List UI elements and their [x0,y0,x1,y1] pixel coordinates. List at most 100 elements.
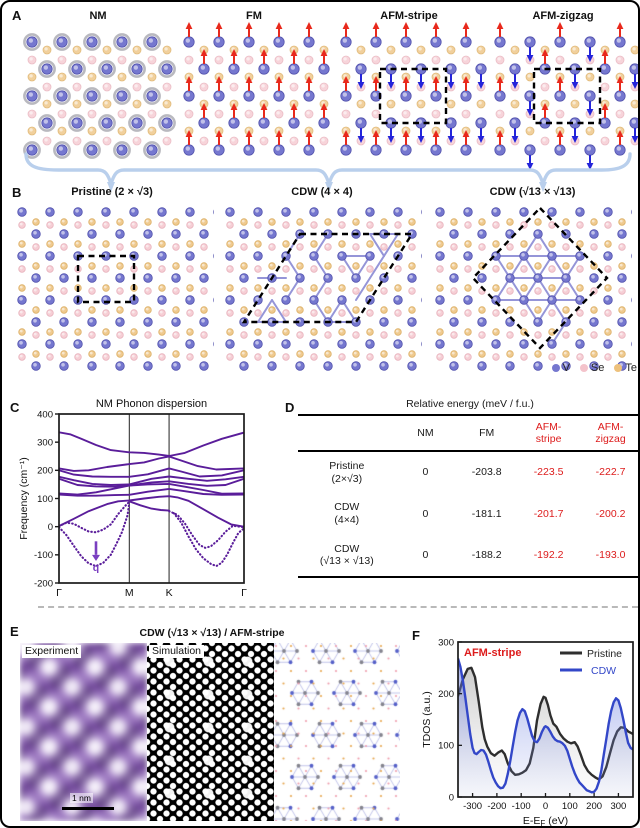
row-label: CDW (√13 × √13) [319,542,374,568]
svg-text:-100: -100 [512,801,531,812]
svg-text:300: 300 [610,801,626,812]
energy-value: -223.5 [533,466,564,479]
energy-value: -181.1 [471,507,502,520]
column-header: AFM-zigzag [595,421,626,446]
phonon-ylabel: Frequency (cm⁻¹) [18,457,30,540]
panel-a-label: A [12,8,22,23]
lattice-afm-zigzag [494,22,638,170]
svg-text:-100: -100 [34,550,53,561]
energy-value: -188.2 [471,548,502,561]
experiment-label: Experiment [22,645,82,659]
legend-cdw: CDW [591,665,616,677]
q-annotation: q [93,562,99,574]
energy-value: -200.2 [595,507,626,520]
column-header: AFM-stripe [535,421,562,446]
phonon-band [59,455,244,472]
tdos-ylabel: TDOS (a.u.) [421,691,433,748]
svg-text:Γ: Γ [241,587,247,599]
svg-text:100: 100 [562,801,578,812]
phonon-band [59,500,131,534]
lattice-pristine [17,207,214,371]
stm-experiment-image: Experiment 1 nm [20,643,147,821]
legend-pristine: Pristine [587,648,622,660]
panel-b-label: B [12,185,22,200]
v-atom-icon [551,364,560,372]
scalebar [62,807,114,810]
svg-text:-300: -300 [463,801,482,812]
phonon-band [59,475,244,486]
energy-value: 0 [422,548,429,561]
svg-text:100: 100 [37,494,53,505]
panel-d-label: D [285,400,295,415]
energy-value: -193.0 [595,548,626,561]
simulation-texture [147,643,274,821]
grouping-brace [24,152,632,192]
afm-stripe-annotation: AFM-stripe [464,647,521,659]
panel-a-title-afm-stripe: AFM-stripe [380,10,438,22]
simulation-label: Simulation [149,645,205,659]
panel-a-title-nm: NM [89,10,107,22]
svg-text:300: 300 [438,637,454,648]
svg-text:K: K [166,587,173,599]
table-row: CDW (4×4) 0 -181.1 -201.7 -200.2 [298,493,638,534]
lattice-nm [23,33,176,159]
te-atom-icon [614,364,623,372]
column-header: FM [479,427,495,440]
energy-table: NM FM AFM-stripe AFM-zigzag Pristine (2×√3) 0… [298,414,638,578]
panel-a-title-afm-zigzag: AFM-zigzag [532,10,594,22]
svg-text:300: 300 [37,438,53,449]
cdw-curve [458,658,633,794]
phonon-band [59,495,244,528]
table-row: Pristine (2×√3) 0 -203.8 -223.5 -222.7 [298,451,638,493]
panel-b-title-pristine: Pristine (2 × √3) [71,186,153,198]
svg-text:M: M [125,587,134,599]
lattice-afm-stripe [340,22,487,156]
panel-e-label: E [10,624,19,639]
svg-text:100: 100 [438,741,454,752]
stm-texture [20,643,147,821]
phonon-band [59,477,244,488]
svg-text:200: 200 [586,801,602,812]
structure-model-canvas [274,643,400,821]
svg-text:0: 0 [543,801,548,812]
panel-c-label: C [10,400,20,415]
energy-value: -222.7 [595,466,626,479]
section-divider [38,606,638,608]
row-label: Pristine (2×√3) [329,460,365,485]
row-label: CDW (4×4) [334,501,360,526]
energy-value: -201.7 [533,507,564,520]
phonon-band [168,510,244,549]
table-title: Relative energy (meV / f.u.) [406,398,534,410]
lattice-cdw-root13 [435,206,632,371]
phonon-band [59,501,131,568]
svg-text:0: 0 [449,792,454,803]
phonon-dispersion-chart: NM Phonon dispersion 400 300 200 100 0 -100 -20… [18,398,247,599]
phonon-band [128,500,171,512]
phonon-band [59,487,244,497]
tdos-xlabel: E-EF (eV) [523,815,568,828]
panel-f-label: F [412,628,420,643]
phonon-band [172,512,244,568]
panel-e-title: CDW (√13 × √13) / AFM-stripe [139,627,285,639]
legend-se: Se [579,362,605,374]
energy-value: -192.2 [533,548,564,561]
phonon-band [59,482,244,496]
panel-a-title-fm: FM [246,10,262,22]
se-atom-icon [579,364,588,372]
tdos-chart: -300 -200 -100 0 100 200 300 0 100 200 300 AFM-stri… [421,637,634,828]
svg-text:-200: -200 [487,801,506,812]
svg-text:0: 0 [48,522,53,533]
structure-model-image [274,643,400,821]
phonon-band [59,467,244,478]
energy-value: 0 [422,466,429,479]
svg-text:400: 400 [37,409,53,420]
atom-legend: V Se Te [507,362,637,374]
legend-se-label: Se [590,362,605,374]
panel-b-title-cdw44: CDW (4 × 4) [291,186,353,198]
panel-b-title-cdw13: CDW (√13 × √13) [489,186,576,198]
legend-v: V [551,362,570,374]
svg-text:200: 200 [37,466,53,477]
energy-value: -203.8 [471,466,502,479]
energy-value: 0 [422,507,429,520]
